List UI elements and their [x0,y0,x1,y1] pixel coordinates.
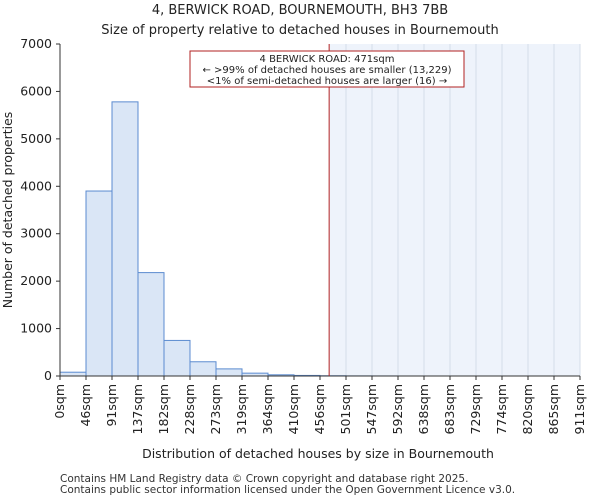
x-tick-label: 91sqm [104,384,119,427]
annotation-line-2: ← >99% of detached houses are smaller (1… [203,65,452,76]
x-tick-label: 547sqm [364,384,379,434]
x-axis-label: Distribution of detached houses by size … [142,446,494,461]
highlight-region [329,44,580,376]
x-tick-label: 46sqm [78,384,93,427]
bar-182sqm [163,339,191,377]
chart-title: 4, BERWICK ROAD, BOURNEMOUTH, BH3 7BB [152,3,448,18]
y-tick-label: 0 [44,368,52,383]
x-tick-label: 319sqm [234,384,249,434]
bar-137sqm [137,272,165,377]
x-tick-label: 683sqm [442,384,457,434]
x-tick-label: 228sqm [182,384,197,434]
y-tick-label: 5000 [20,131,52,146]
x-tick-label: 410sqm [286,384,301,434]
y-tick-label: 3000 [20,226,52,241]
bar-228sqm [189,361,217,377]
x-tick-label: 182sqm [156,384,171,434]
x-tick-label: 729sqm [468,384,483,434]
x-tick-label: 865sqm [546,384,561,434]
x-tick-label: 137sqm [130,384,145,434]
x-tick-label: 364sqm [260,384,275,434]
plot-area: 0 1000 2000 3000 4000 5000 6000 7000 0sqm 46sqm 91… [20,36,587,434]
annotation-line-1: 4 BERWICK ROAD: 471sqm [260,54,395,65]
x-tick-label: 0sqm [52,384,67,419]
annotation-box [189,50,465,88]
footer-licence: Contains public sector information licen… [60,484,516,496]
x-tick-label: 592sqm [390,384,405,434]
y-tick-label: 7000 [20,36,52,51]
x-tick-label: 820sqm [520,384,535,434]
y-tick-label: 6000 [20,83,52,98]
x-tick-label: 638sqm [416,384,431,434]
y-tick-label: 4000 [20,178,52,193]
annotation-line-3: <1% of semi-detached houses are larger (… [207,76,447,87]
chart-subtitle: Size of property relative to detached ho… [101,23,498,38]
y-tick-label: 2000 [20,273,52,288]
bar-46sqm [85,190,113,377]
footer-copyright: Contains HM Land Registry data © Crown c… [60,473,469,485]
y-axis-label: Number of detached properties [0,112,15,309]
bar-91sqm [111,101,139,377]
bar-273sqm [215,368,243,377]
x-tick-label: 911sqm [572,384,587,434]
x-tick-label: 774sqm [494,384,509,434]
bar-0sqm [59,371,87,377]
x-tick-label: 456sqm [312,384,327,434]
x-tick-label: 273sqm [208,384,223,434]
y-tick-label: 1000 [20,321,52,336]
x-tick-label: 501sqm [338,384,353,434]
